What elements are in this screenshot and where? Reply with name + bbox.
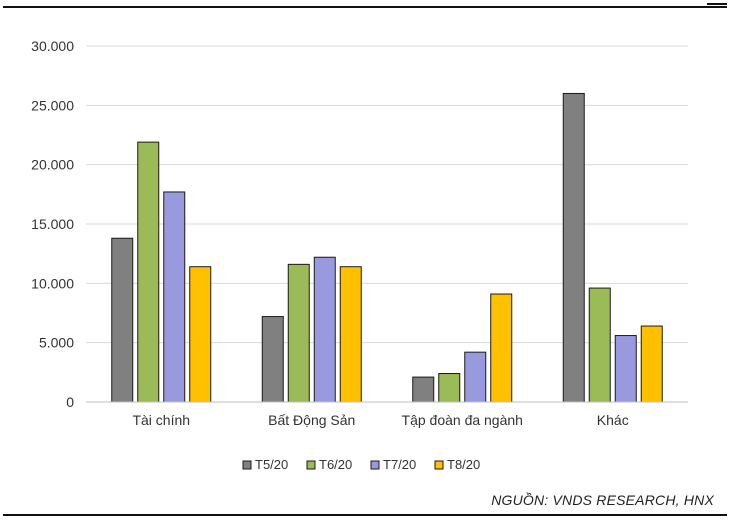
x-category-label: Khác [597, 412, 629, 428]
x-category-label: Tài chính [132, 412, 190, 428]
x-category-label: Bất Động Sản [268, 412, 355, 428]
bar [261, 316, 284, 403]
bar [464, 351, 487, 403]
top-rule [3, 6, 727, 8]
y-tick-label: 0 [66, 394, 74, 410]
x-axis-categories: Tài chính Bất Động Sản Tập đoàn đa ngành Kh… [132, 412, 628, 428]
bar [137, 141, 160, 403]
bar [163, 191, 186, 403]
bar [562, 92, 585, 403]
bar [438, 373, 461, 403]
bottom-rule [3, 514, 727, 516]
y-tick-label: 20.000 [31, 157, 74, 173]
legend-swatch [242, 460, 252, 470]
bar [490, 293, 513, 403]
legend-label: T5/20 [255, 457, 288, 472]
bar [614, 335, 637, 403]
x-category-label: Tập đoàn đa ngành [402, 412, 523, 428]
source-note: NGUỒN: VNDS RESEARCH, HNX [491, 492, 714, 508]
y-axis-ticks: 0 5.000 10.000 15.000 20.000 25.000 30.000 [31, 38, 74, 410]
bar [287, 263, 310, 403]
legend-label: T7/20 [383, 457, 416, 472]
legend-swatch [434, 460, 444, 470]
y-tick-label: 30.000 [31, 38, 74, 54]
bar [412, 376, 435, 403]
bar [111, 237, 134, 403]
bars [111, 92, 663, 403]
legend-label: T6/20 [319, 457, 352, 472]
y-tick-label: 25.000 [31, 97, 74, 113]
bar [189, 266, 212, 403]
legend-label: T8/20 [447, 457, 480, 472]
top-rule-accent [707, 3, 727, 5]
legend-swatch [370, 460, 380, 470]
gridlines [86, 45, 688, 344]
bar [640, 325, 663, 403]
bar [339, 266, 362, 403]
y-tick-label: 10.000 [31, 275, 74, 291]
legend: T5/20 T6/20 T7/20 T8/20 [242, 457, 480, 472]
y-tick-label: 5.000 [39, 335, 74, 351]
y-tick-label: 15.000 [31, 216, 74, 232]
bar [313, 256, 336, 403]
legend-swatch [306, 460, 316, 470]
bar [588, 287, 611, 403]
